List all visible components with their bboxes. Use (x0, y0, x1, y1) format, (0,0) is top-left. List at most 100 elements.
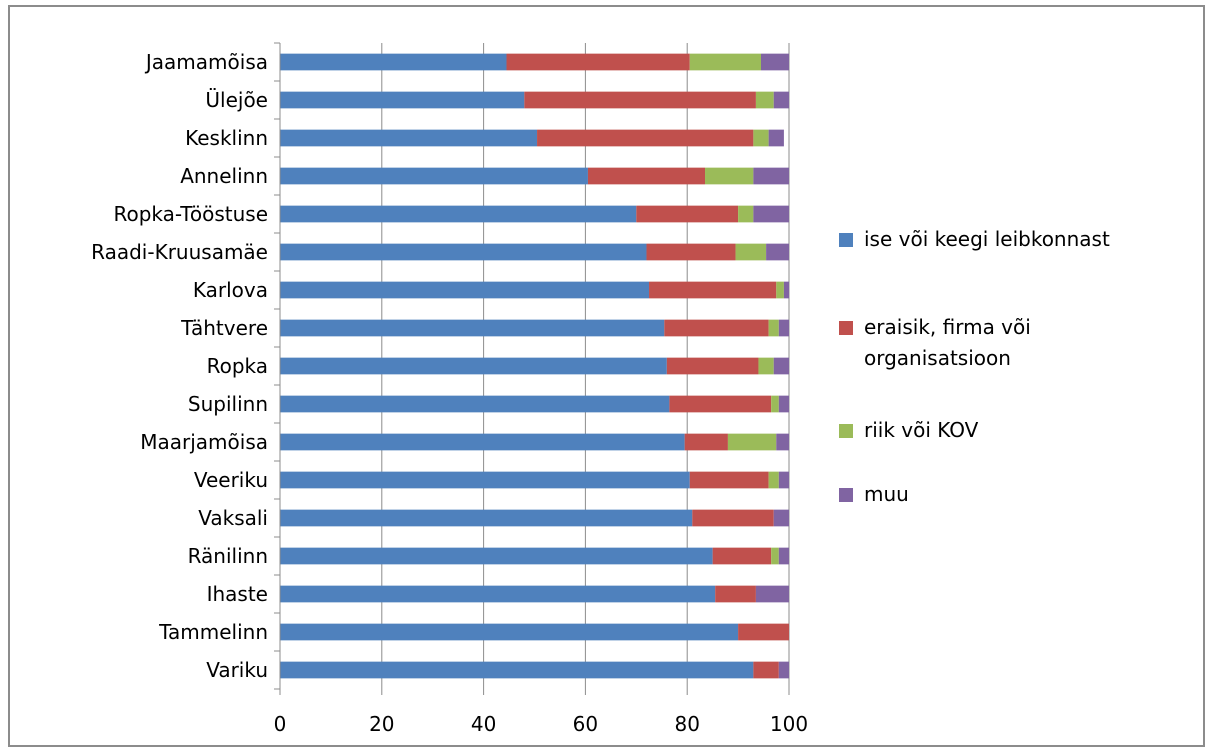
bar-segment (280, 623, 739, 641)
bar-segment (280, 433, 685, 451)
bar-segment (715, 585, 756, 603)
legend-swatch (839, 488, 853, 502)
legend-swatch (839, 424, 853, 438)
bar-segment (689, 471, 769, 489)
bar-segment (280, 129, 538, 147)
legend-label: riik või KOV (864, 418, 979, 442)
category-label: Ropka-Tööstuse (113, 202, 268, 226)
bar-segment (537, 129, 754, 147)
bar-segment (506, 53, 690, 71)
bar-segment (280, 395, 670, 413)
bar-segment (761, 53, 789, 71)
category-label: Ropka (207, 354, 268, 378)
bar-segment (776, 433, 789, 451)
bar-segment (692, 509, 774, 527)
bar-segment (773, 91, 789, 109)
legend-label: ise või keegi leibkonnast (864, 227, 1110, 251)
bar-segment (755, 585, 789, 603)
tick-labels: 0 20 40 60 80 100 (274, 712, 808, 736)
bar-segment (646, 243, 736, 261)
category-label: Vaksali (198, 506, 268, 530)
category-label: Variku (206, 658, 268, 682)
bar-segment (783, 281, 789, 299)
bar-segment (524, 91, 756, 109)
bar-segment (755, 91, 774, 109)
category-label: Jaamamõisa (144, 50, 268, 74)
bar-segment (280, 547, 713, 565)
bar-segment (773, 357, 789, 375)
bar-segment (778, 661, 789, 679)
bar-segment (738, 623, 789, 641)
x-tick-label: 100 (770, 712, 808, 736)
legend: ise või keegi leibkonnast eraisik, firma … (839, 227, 1110, 506)
bar-segment (768, 129, 784, 147)
bar-segment (771, 547, 779, 565)
x-tick-label: 80 (674, 712, 699, 736)
bar-segment (778, 471, 789, 489)
bar-segment (684, 433, 728, 451)
bar-segment (280, 281, 650, 299)
bar-segment (727, 433, 777, 451)
bar-segment (280, 243, 647, 261)
category-label: Veeriku (194, 468, 268, 492)
axes (274, 42, 790, 695)
bar-segment (778, 395, 789, 413)
bar-segment (669, 395, 772, 413)
bar-segment (705, 167, 754, 185)
bars (280, 53, 789, 679)
x-tick-label: 20 (369, 712, 394, 736)
bar-segment (776, 281, 784, 299)
category-label: Supilinn (188, 392, 268, 416)
bar-segment (753, 661, 779, 679)
bar-segment (280, 661, 754, 679)
bar-segment (758, 357, 774, 375)
category-label: Karlova (193, 278, 268, 302)
bar-segment (735, 243, 767, 261)
bar-segment (768, 471, 779, 489)
bar-segment (753, 167, 789, 185)
category-label: Ihaste (207, 582, 268, 606)
bar-segment (587, 167, 706, 185)
category-label: Raadi-Kruusamäe (91, 240, 268, 264)
bar-segment (280, 319, 665, 337)
bar-segment (280, 167, 588, 185)
legend-label: organisatsioon (864, 346, 1011, 370)
bar-segment (712, 547, 772, 565)
bar-segment (280, 205, 637, 223)
bar-segment (664, 319, 769, 337)
x-tick-label: 0 (274, 712, 287, 736)
category-label: Ülejõe (205, 88, 268, 112)
bar-segment (753, 129, 769, 147)
category-labels: Jaamamõisa Ülejõe Kesklinn Annelinn Ropka-Tö… (91, 50, 268, 682)
bar-segment (771, 395, 779, 413)
legend-label: eraisik, firma või (864, 315, 1031, 339)
bar-segment (753, 205, 789, 223)
category-label: Ränilinn (188, 544, 268, 568)
chart-frame (8, 5, 1205, 747)
category-label: Tähtvere (180, 316, 268, 340)
bar-segment (778, 547, 789, 565)
bar-segment (280, 585, 716, 603)
bar-segment (649, 281, 777, 299)
bar-segment (778, 319, 789, 337)
bar-segment (738, 205, 754, 223)
bar-segment (768, 319, 779, 337)
legend-swatch (839, 233, 853, 247)
bar-segment (280, 91, 525, 109)
bar-segment (766, 243, 789, 261)
x-tick-label: 40 (471, 712, 496, 736)
category-label: Annelinn (180, 164, 268, 188)
bar-segment (280, 509, 693, 527)
category-label: Kesklinn (185, 126, 268, 150)
bar-segment (689, 53, 762, 71)
category-label: Tammelinn (158, 620, 268, 644)
legend-swatch (839, 321, 853, 335)
bar-segment (280, 53, 507, 71)
bar-segment (280, 357, 667, 375)
bar-segment (636, 205, 739, 223)
x-tick-label: 60 (573, 712, 598, 736)
legend-label: muu (864, 482, 909, 506)
bar-segment (280, 471, 690, 489)
bar-segment (773, 509, 789, 527)
